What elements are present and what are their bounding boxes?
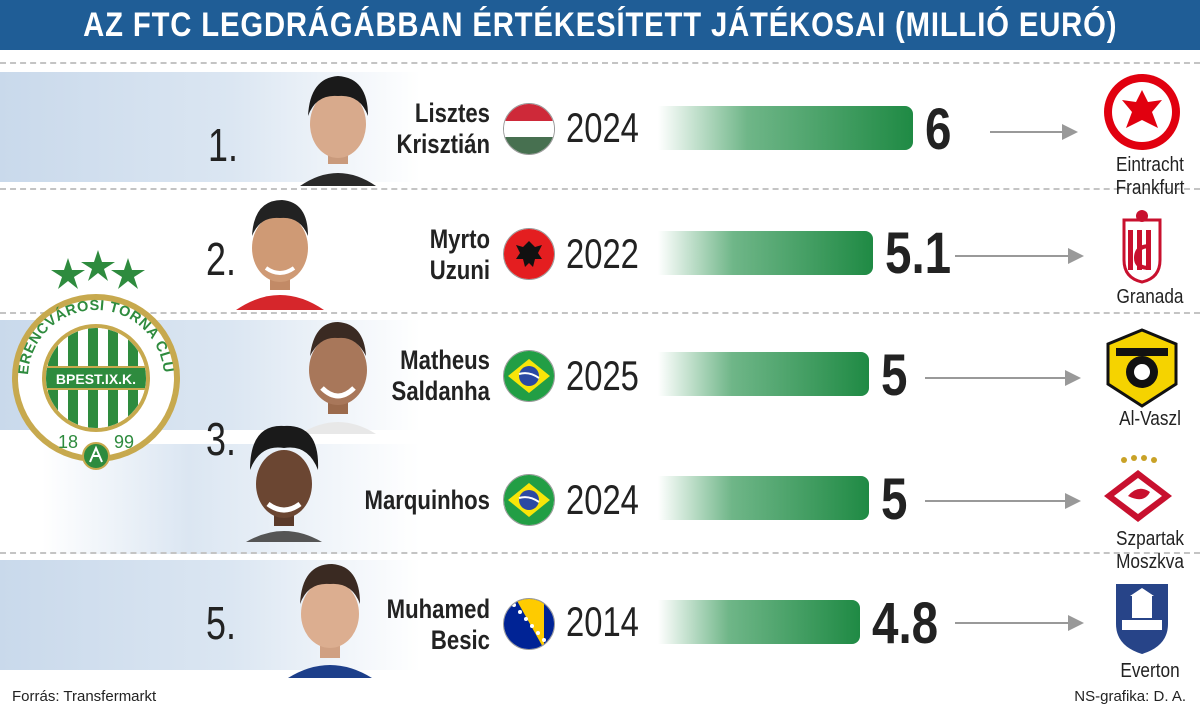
brazil-flag-icon [503, 474, 555, 526]
transfer-year: 2024 [566, 476, 639, 523]
player-photo-saldanha [290, 312, 386, 434]
club-name: Al-Vaszl [1119, 408, 1181, 430]
separator [0, 62, 1200, 64]
bar-value [658, 352, 869, 396]
arrow-icon [925, 370, 1081, 386]
eintracht-crest-icon [1102, 72, 1182, 152]
club-name: Szpartak Moszkva [1116, 528, 1184, 573]
bar-value [658, 476, 869, 520]
everton-crest-icon [1102, 576, 1182, 656]
rank-label: 2. [206, 233, 236, 285]
logo-inner-text: BPEST.IX.K. [56, 371, 136, 387]
brazil-flag-icon [503, 350, 555, 402]
source-note: Forrás: Transfermarkt [12, 688, 157, 705]
club-name: Eintracht Frankfurt [1115, 154, 1185, 199]
logo-year-left: 18 [58, 432, 78, 452]
separator [0, 312, 1200, 314]
arrow-icon [990, 124, 1078, 140]
player-photo-uzuni [232, 188, 328, 310]
player-photo-besic [282, 556, 378, 678]
club-name: Everton [1120, 660, 1180, 682]
data-label: 4.8 [871, 591, 938, 656]
transfer-year: 2014 [566, 598, 639, 645]
transfer-year: 2024 [566, 104, 639, 151]
club-name: Granada [1116, 286, 1184, 308]
spartak-crest-icon [1098, 452, 1178, 532]
hungary-flag-icon [503, 103, 555, 155]
player-name: Matheus Saldanha [391, 345, 490, 406]
logo-year-right: 99 [114, 432, 134, 452]
player-name: Muhamed Besic [386, 594, 490, 655]
player-photo-marquinhos [236, 420, 332, 542]
data-label: 6 [925, 97, 952, 162]
bar-value [658, 600, 860, 644]
rank-label: 3. [206, 413, 236, 465]
player-name: Lisztes Krisztián [396, 98, 490, 159]
transfer-year: 2025 [566, 352, 639, 399]
arrow-icon [955, 248, 1084, 264]
separator [0, 188, 1200, 190]
data-label: 5.1 [884, 221, 952, 286]
bar-value [658, 106, 913, 150]
arrow-icon [925, 493, 1081, 509]
data-label: 5 [880, 343, 907, 408]
al-wasl-crest-icon [1102, 328, 1182, 408]
albania-flag-icon [503, 228, 555, 280]
rank-label: 5. [206, 597, 236, 649]
rank-label: 1. [208, 119, 238, 171]
data-label: 5 [880, 467, 907, 532]
player-name: Marquinhos [364, 485, 490, 515]
granada-crest-icon [1102, 206, 1182, 286]
header-bar: AZ FTC LEGDRÁGÁBBAN ÉRTÉKESÍTETT JÁTÉKOS… [0, 0, 1200, 50]
row-band-4 [0, 438, 1200, 560]
bar-value [658, 231, 873, 275]
page-title: AZ FTC LEGDRÁGÁBBAN ÉRTÉKESÍTETT JÁTÉKOS… [82, 5, 1118, 44]
credit-note: NS-grafika: D. A. [1074, 688, 1186, 705]
player-photo-lisztes [290, 64, 386, 186]
player-name: Myrto Uzuni [429, 224, 490, 285]
bosnia-flag-icon [503, 598, 555, 650]
arrow-icon [955, 615, 1084, 631]
transfer-year: 2022 [566, 230, 639, 277]
ferencvaros-logo: BPEST.IX.K. FERENCVÁROSI TORNA CLUB 18 9… [6, 250, 186, 480]
separator [0, 552, 1200, 554]
